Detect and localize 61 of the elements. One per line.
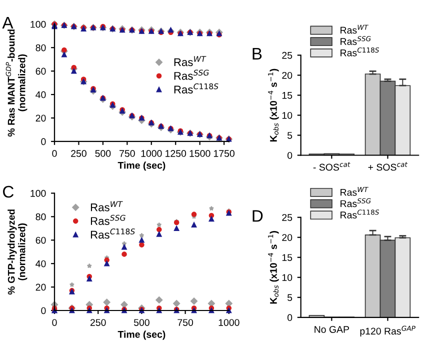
legend-label: Ras$^{SSG}$ [90, 214, 126, 225]
x-tick-label: 1000 [141, 150, 162, 157]
y-axis-title: K$_{obs}$ (x10$^{−4}$ s$^{−1}$) [268, 231, 279, 304]
y-tick-label: 15 [282, 92, 292, 99]
y-tick-label: 40 [36, 91, 46, 98]
y-tick-label: 60 [36, 236, 46, 244]
y-axis-title: % Ras MANT$^{GDP}$-bound (normalized) [6, 30, 28, 137]
x-tick-label: 1500 [190, 150, 210, 157]
legend-label: Ras$^{C118S}$ [174, 83, 218, 94]
y-tick-label: 10 [282, 112, 292, 119]
y-axis-title: K$_{obs}$ (x10$^{−4}$ s$^{−1}$) [268, 68, 279, 142]
chart-title: B [252, 48, 262, 60]
y-tick-label: 10 [282, 274, 292, 281]
x-tick-label: 750 [178, 319, 194, 326]
legend-label: Ras$^{WT}$ [174, 56, 206, 66]
x-tick-label: 0 [52, 319, 57, 326]
legend-label: Ras$^{WT}$ [340, 186, 368, 196]
x-tick-label: 1000 [218, 319, 240, 326]
y-tick-label: 25 [282, 52, 292, 59]
x-tick-label: 500 [134, 319, 150, 326]
y-tick-label: 20 [36, 284, 46, 291]
y-tick-label: 40 [36, 260, 46, 268]
legend-label: Ras$^{SSG}$ [340, 198, 371, 208]
legend-label: Ras$^{WT}$ [340, 24, 368, 34]
legend-label: Ras$^{C118S}$ [340, 210, 380, 218]
y-tick-label: 80 [36, 44, 46, 52]
y-axis-title: % GTP-hydrolyzed (normalized) [8, 210, 28, 295]
x-tick-label: - SOS$^{cat}$ [313, 162, 350, 171]
chart-title: C [3, 186, 14, 198]
y-tick-label: 15 [282, 254, 292, 261]
x-tick-label: p120 Ras$^{GAP}$ [360, 326, 416, 337]
legend-label: Ras$^{WT}$ [90, 201, 123, 212]
y-tick-label: 80 [36, 213, 46, 220]
x-tick-label: 500 [95, 150, 111, 157]
x-tick-label: No GAP [314, 326, 349, 333]
y-tick-label: 0 [41, 138, 46, 146]
y-tick-label: 100 [30, 20, 46, 28]
y-tick-label: 20 [282, 234, 292, 241]
legend-label: Ras$^{SSG}$ [340, 36, 371, 45]
x-axis-title: Time (sec) [118, 330, 166, 340]
x-tick-label: 1750 [214, 150, 234, 157]
chart-title: A [2, 16, 14, 28]
x-axis-title: Time (sec) [118, 162, 166, 171]
x-tick-label: + SOS$^{cat}$ [368, 162, 408, 171]
y-tick-label: 20 [282, 72, 292, 79]
x-tick-label: 750 [120, 150, 135, 157]
x-tick-label: 250 [90, 319, 106, 326]
legend-label: Ras$^{C118S}$ [340, 47, 380, 56]
y-tick-label: 100 [30, 190, 46, 197]
y-tick-label: 5 [287, 132, 292, 139]
x-tick-label: 0 [52, 150, 57, 157]
y-tick-label: 25 [282, 214, 292, 221]
y-tick-label: 0 [41, 307, 46, 314]
x-tick-label: 1250 [166, 150, 186, 157]
legend-label: Ras$^{C118S}$ [90, 228, 135, 239]
x-tick-label: 250 [71, 150, 86, 157]
y-tick-label: 20 [36, 114, 46, 122]
legend-label: Ras$^{SSG}$ [174, 70, 209, 80]
y-tick-label: 5 [287, 294, 292, 302]
chart-title: D [252, 210, 263, 222]
y-tick-label: 60 [36, 68, 46, 75]
